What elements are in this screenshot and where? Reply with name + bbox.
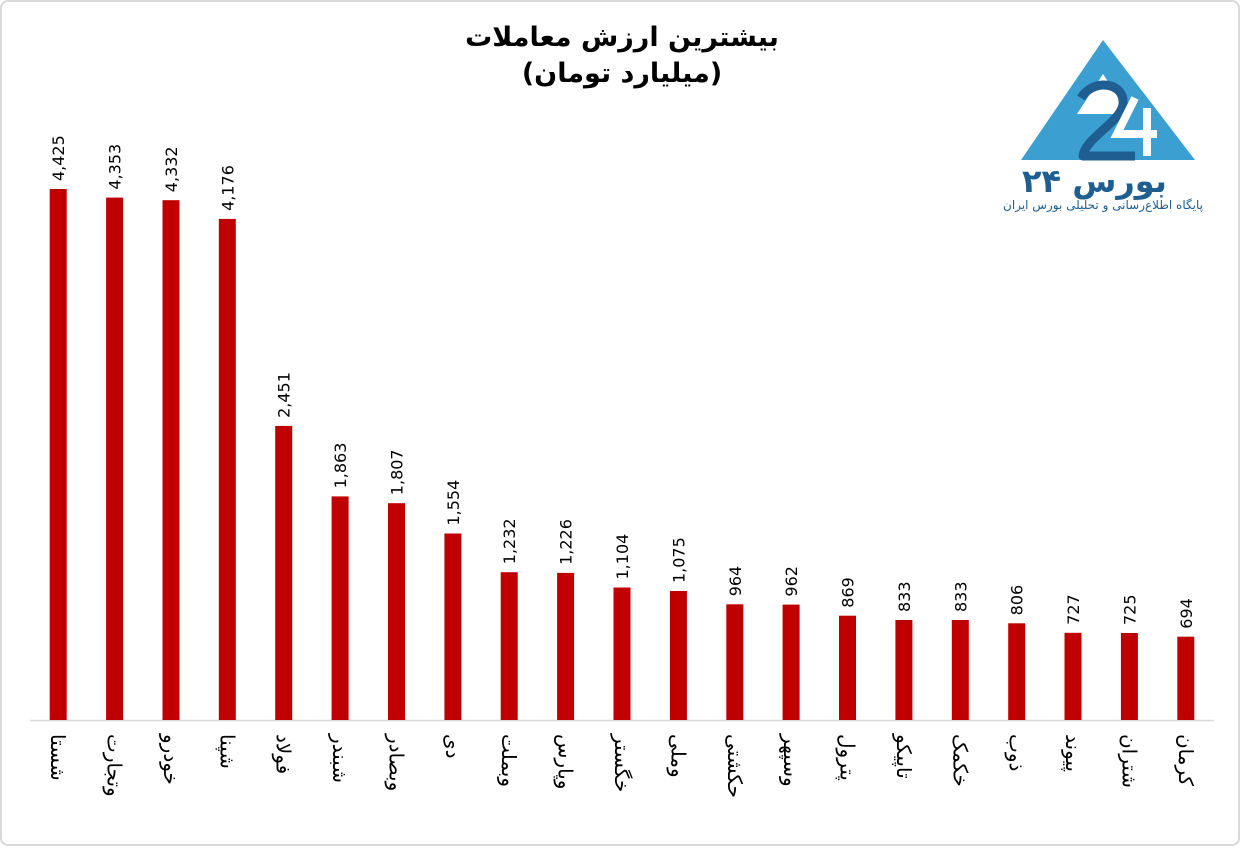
data-label-20: 694: [1177, 598, 1196, 629]
bar-9: [557, 572, 575, 720]
bar-1: [106, 197, 124, 721]
data-label-11: 1,075: [669, 537, 688, 583]
data-label-15: 833: [895, 581, 914, 612]
bar-8: [500, 572, 518, 720]
data-label-6: 1,807: [388, 449, 407, 495]
bar-19: [1120, 633, 1138, 720]
bar-17: [1008, 623, 1026, 720]
data-label-14: 869: [839, 577, 858, 608]
data-label-2: 4,332: [162, 146, 181, 192]
data-label-19: 725: [1120, 594, 1139, 625]
data-label-18: 727: [1064, 594, 1083, 625]
category-label-8: وبملت: [497, 734, 521, 787]
bar-13: [782, 604, 800, 720]
logo-brand-text: بورس ۲۴: [1022, 162, 1167, 200]
chart-subtitle-unit: (میلیارد تومان): [521, 58, 723, 89]
data-label-16: 833: [951, 581, 970, 612]
bar-16: [951, 620, 969, 720]
bar-10: [613, 587, 631, 720]
data-label-10: 1,104: [613, 534, 632, 580]
category-label-6: وبصادر: [385, 733, 409, 791]
bar-3: [218, 218, 236, 720]
data-label-9: 1,226: [557, 519, 576, 565]
data-label-4: 2,451: [275, 372, 294, 418]
bar-5: [331, 496, 349, 720]
category-label-2: خودرو: [159, 733, 183, 785]
logo-digit-four: [1110, 96, 1157, 156]
bar-7: [444, 533, 462, 720]
bar-6: [388, 503, 405, 720]
chart-title: بیشترین ارزش معاملات: [465, 22, 779, 53]
category-label-14: پترول: [835, 734, 860, 781]
category-label-11: وملی: [666, 734, 690, 778]
data-label-3: 4,176: [218, 165, 237, 211]
bar-0: [49, 189, 67, 720]
data-label-1: 4,353: [106, 144, 125, 190]
category-label-15: تاپیکو: [891, 733, 916, 779]
data-label-13: 962: [782, 566, 801, 597]
data-label-5: 1,863: [331, 443, 350, 489]
category-label-17: ذوب: [1005, 734, 1029, 771]
logo-triangle-cut: [1077, 74, 1129, 114]
bourse24-logo-icon: [1021, 40, 1195, 161]
category-label-16: خکمک: [948, 734, 972, 787]
data-label-7: 1,554: [444, 480, 463, 526]
bar-15: [895, 620, 913, 720]
category-label-4: فولاد: [272, 734, 296, 774]
category-label-20: کرمان: [1174, 734, 1198, 787]
bar-14: [839, 615, 856, 720]
data-label-17: 806: [1008, 585, 1027, 616]
bar-4: [275, 425, 293, 720]
category-label-10: خگستر: [610, 733, 634, 792]
logo-digit-two: [1077, 80, 1135, 161]
bar-20: [1177, 636, 1195, 720]
data-label-12: 964: [726, 566, 745, 597]
category-label-19: شتران: [1117, 734, 1141, 788]
bar-11: [669, 591, 687, 720]
category-label-7: دی: [441, 734, 465, 759]
category-label-9: وپارس: [553, 734, 578, 789]
data-label-8: 1,232: [500, 518, 519, 564]
category-label-18: پیوند: [1060, 734, 1085, 772]
bar-12: [726, 604, 744, 720]
category-label-13: وسپهر: [778, 733, 803, 787]
category-label-12: حکشتی: [723, 734, 747, 798]
logo-tagline: پایگاه اطلاع‌رسانی و تحلیلی بورس ایران: [1003, 198, 1203, 212]
category-label-3: شپنا: [214, 734, 239, 769]
bar-18: [1064, 632, 1082, 720]
bar-2: [162, 200, 180, 720]
category-label-1: وتجارت: [103, 734, 127, 797]
category-label-0: شستا: [46, 734, 70, 781]
category-label-5: شبندر: [328, 733, 352, 783]
data-label-0: 4,425: [49, 135, 68, 181]
